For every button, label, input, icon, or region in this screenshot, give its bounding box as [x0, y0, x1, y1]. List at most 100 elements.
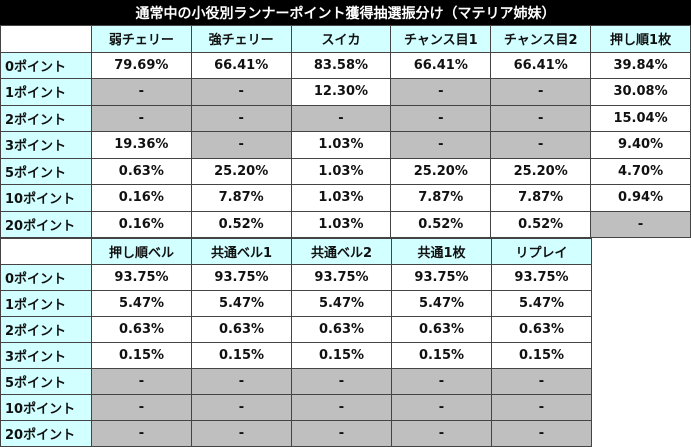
row-header: 20ポイント: [0, 210, 92, 238]
corner-cell: [0, 238, 92, 265]
table-cell: 12.30%: [290, 78, 392, 106]
header-row: 押し順ベル 共通ベル1 共通ベル2 共通1枚 リプレイ: [0, 238, 592, 265]
table-cell: -: [590, 210, 691, 238]
table-cell: -: [390, 104, 492, 132]
row-header: 10ポイント: [0, 394, 92, 421]
table-row: 3ポイント 19.36% -1.03% - -9.40%: [0, 131, 691, 159]
table-cell: 0.15%: [191, 342, 292, 369]
table-cell: -: [190, 78, 292, 106]
table-cell: -: [491, 368, 592, 395]
table-cell: -: [190, 131, 292, 159]
table-cell: -: [291, 368, 392, 395]
table-cell: 0.52%: [390, 210, 492, 238]
table-cell: 5.47%: [191, 290, 292, 317]
table-cell: 1.03%: [290, 184, 392, 212]
table-cell: -: [390, 78, 492, 106]
table-row: 1ポイント - -12.30% - -30.08%: [0, 78, 691, 106]
table-cell: 7.87%: [190, 184, 292, 212]
table-cell: 0.52%: [490, 210, 592, 238]
table-cell: 4.70%: [590, 157, 691, 185]
table-cell: 7.87%: [390, 184, 492, 212]
column-header: 共通ベル2: [291, 238, 392, 265]
table-cell: -: [291, 420, 392, 447]
row-header: 5ポイント: [0, 157, 92, 185]
table-cell: 0.52%: [190, 210, 292, 238]
table-cell: -: [391, 420, 492, 447]
table-cell: 5.47%: [391, 290, 492, 317]
table-cell: 93.75%: [91, 264, 192, 291]
table-cell: 0.15%: [491, 342, 592, 369]
table-cell: 1.03%: [290, 157, 392, 185]
table-row: 5ポイント 0.63% 25.20% 1.03% 25.20% 25.20% 4.70%: [0, 157, 691, 185]
table-cell: 30.08%: [590, 78, 691, 106]
row-header: 1ポイント: [0, 78, 92, 106]
column-header: 共通ベル1: [191, 238, 292, 265]
column-header: リプレイ: [491, 238, 592, 265]
table-cell: 0.63%: [391, 316, 492, 343]
table-cell: 1.03%: [290, 210, 392, 238]
table-cell: 79.69%: [90, 51, 192, 79]
table-row: 0ポイント 93.75% 93.75% 93.75% 93.75% 93.75%: [0, 264, 592, 291]
table-cell: 25.20%: [490, 157, 592, 185]
table-cell: -: [91, 394, 192, 421]
page-title: 通常中の小役別ランナーポイント獲得抽選振分け（マテリア姉妹）: [0, 0, 691, 25]
column-header: チャンス目1: [390, 25, 492, 53]
row-header: 2ポイント: [0, 104, 92, 132]
table-cell: 19.36%: [90, 131, 192, 159]
table-cell: 0.15%: [291, 342, 392, 369]
table-cell: 15.04%: [590, 104, 691, 132]
table-row: 1ポイント 5.47% 5.47% 5.47% 5.47% 5.47%: [0, 290, 592, 317]
table-cell: -: [291, 394, 392, 421]
table-row: 3ポイント 0.15% 0.15% 0.15% 0.15% 0.15%: [0, 342, 592, 369]
header-row: 弱チェリー 強チェリー スイカ チャンス目1 チャンス目2 押し順1枚: [0, 25, 691, 53]
column-header: 押し順1枚: [590, 25, 691, 53]
table-cell: 25.20%: [390, 157, 492, 185]
table-cell: 0.16%: [90, 210, 192, 238]
column-header: 共通1枚: [391, 238, 492, 265]
row-header: 0ポイント: [0, 51, 92, 79]
table-cell: 93.75%: [391, 264, 492, 291]
table-cell: -: [391, 368, 492, 395]
table-cell: -: [491, 420, 592, 447]
table-row: 2ポイント 0.63% 0.63% 0.63% 0.63% 0.63%: [0, 316, 592, 343]
column-header: 強チェリー: [190, 25, 292, 53]
table-cell: 39.84%: [590, 51, 691, 79]
table-cell: 93.75%: [491, 264, 592, 291]
table-cell: 5.47%: [491, 290, 592, 317]
table-cell: -: [191, 420, 292, 447]
table-cell: -: [91, 368, 192, 395]
table-cell: -: [391, 394, 492, 421]
table-cell: 0.63%: [91, 316, 192, 343]
table-cell: 66.41%: [490, 51, 592, 79]
table-cell: 66.41%: [390, 51, 492, 79]
table-cell: -: [390, 131, 492, 159]
column-header: スイカ: [290, 25, 392, 53]
table-cell: 5.47%: [91, 290, 192, 317]
row-header: 10ポイント: [0, 184, 92, 212]
table-cell: -: [490, 78, 592, 106]
table-cell: 93.75%: [191, 264, 292, 291]
table-cell: -: [491, 394, 592, 421]
table-cell: 9.40%: [590, 131, 691, 159]
table-cell: -: [490, 104, 592, 132]
table-cell: -: [90, 78, 192, 106]
table-row: 10ポイント 0.16% 7.87% 1.03% 7.87% 7.87% 0.94%: [0, 184, 691, 212]
table-row: 10ポイント - - - - -: [0, 394, 592, 421]
table-cell: -: [490, 131, 592, 159]
column-header: 弱チェリー: [90, 25, 192, 53]
table-cell: 0.16%: [90, 184, 192, 212]
table-cell: 1.03%: [290, 131, 392, 159]
table-cell: -: [91, 420, 192, 447]
column-header: チャンス目2: [490, 25, 592, 53]
table-row: 2ポイント - - - - -15.04%: [0, 104, 691, 132]
table-cell: -: [290, 104, 392, 132]
table-cell: 5.47%: [291, 290, 392, 317]
table-minor-roles-2: 押し順ベル 共通ベル1 共通ベル2 共通1枚 リプレイ 0ポイント 93.75% 9…: [0, 238, 592, 447]
row-header: 0ポイント: [0, 264, 92, 291]
table-cell: -: [191, 394, 292, 421]
row-header: 1ポイント: [0, 290, 92, 317]
table-cell: 0.63%: [191, 316, 292, 343]
row-header: 3ポイント: [0, 131, 92, 159]
row-header: 5ポイント: [0, 368, 92, 395]
table-cell: 0.63%: [90, 157, 192, 185]
